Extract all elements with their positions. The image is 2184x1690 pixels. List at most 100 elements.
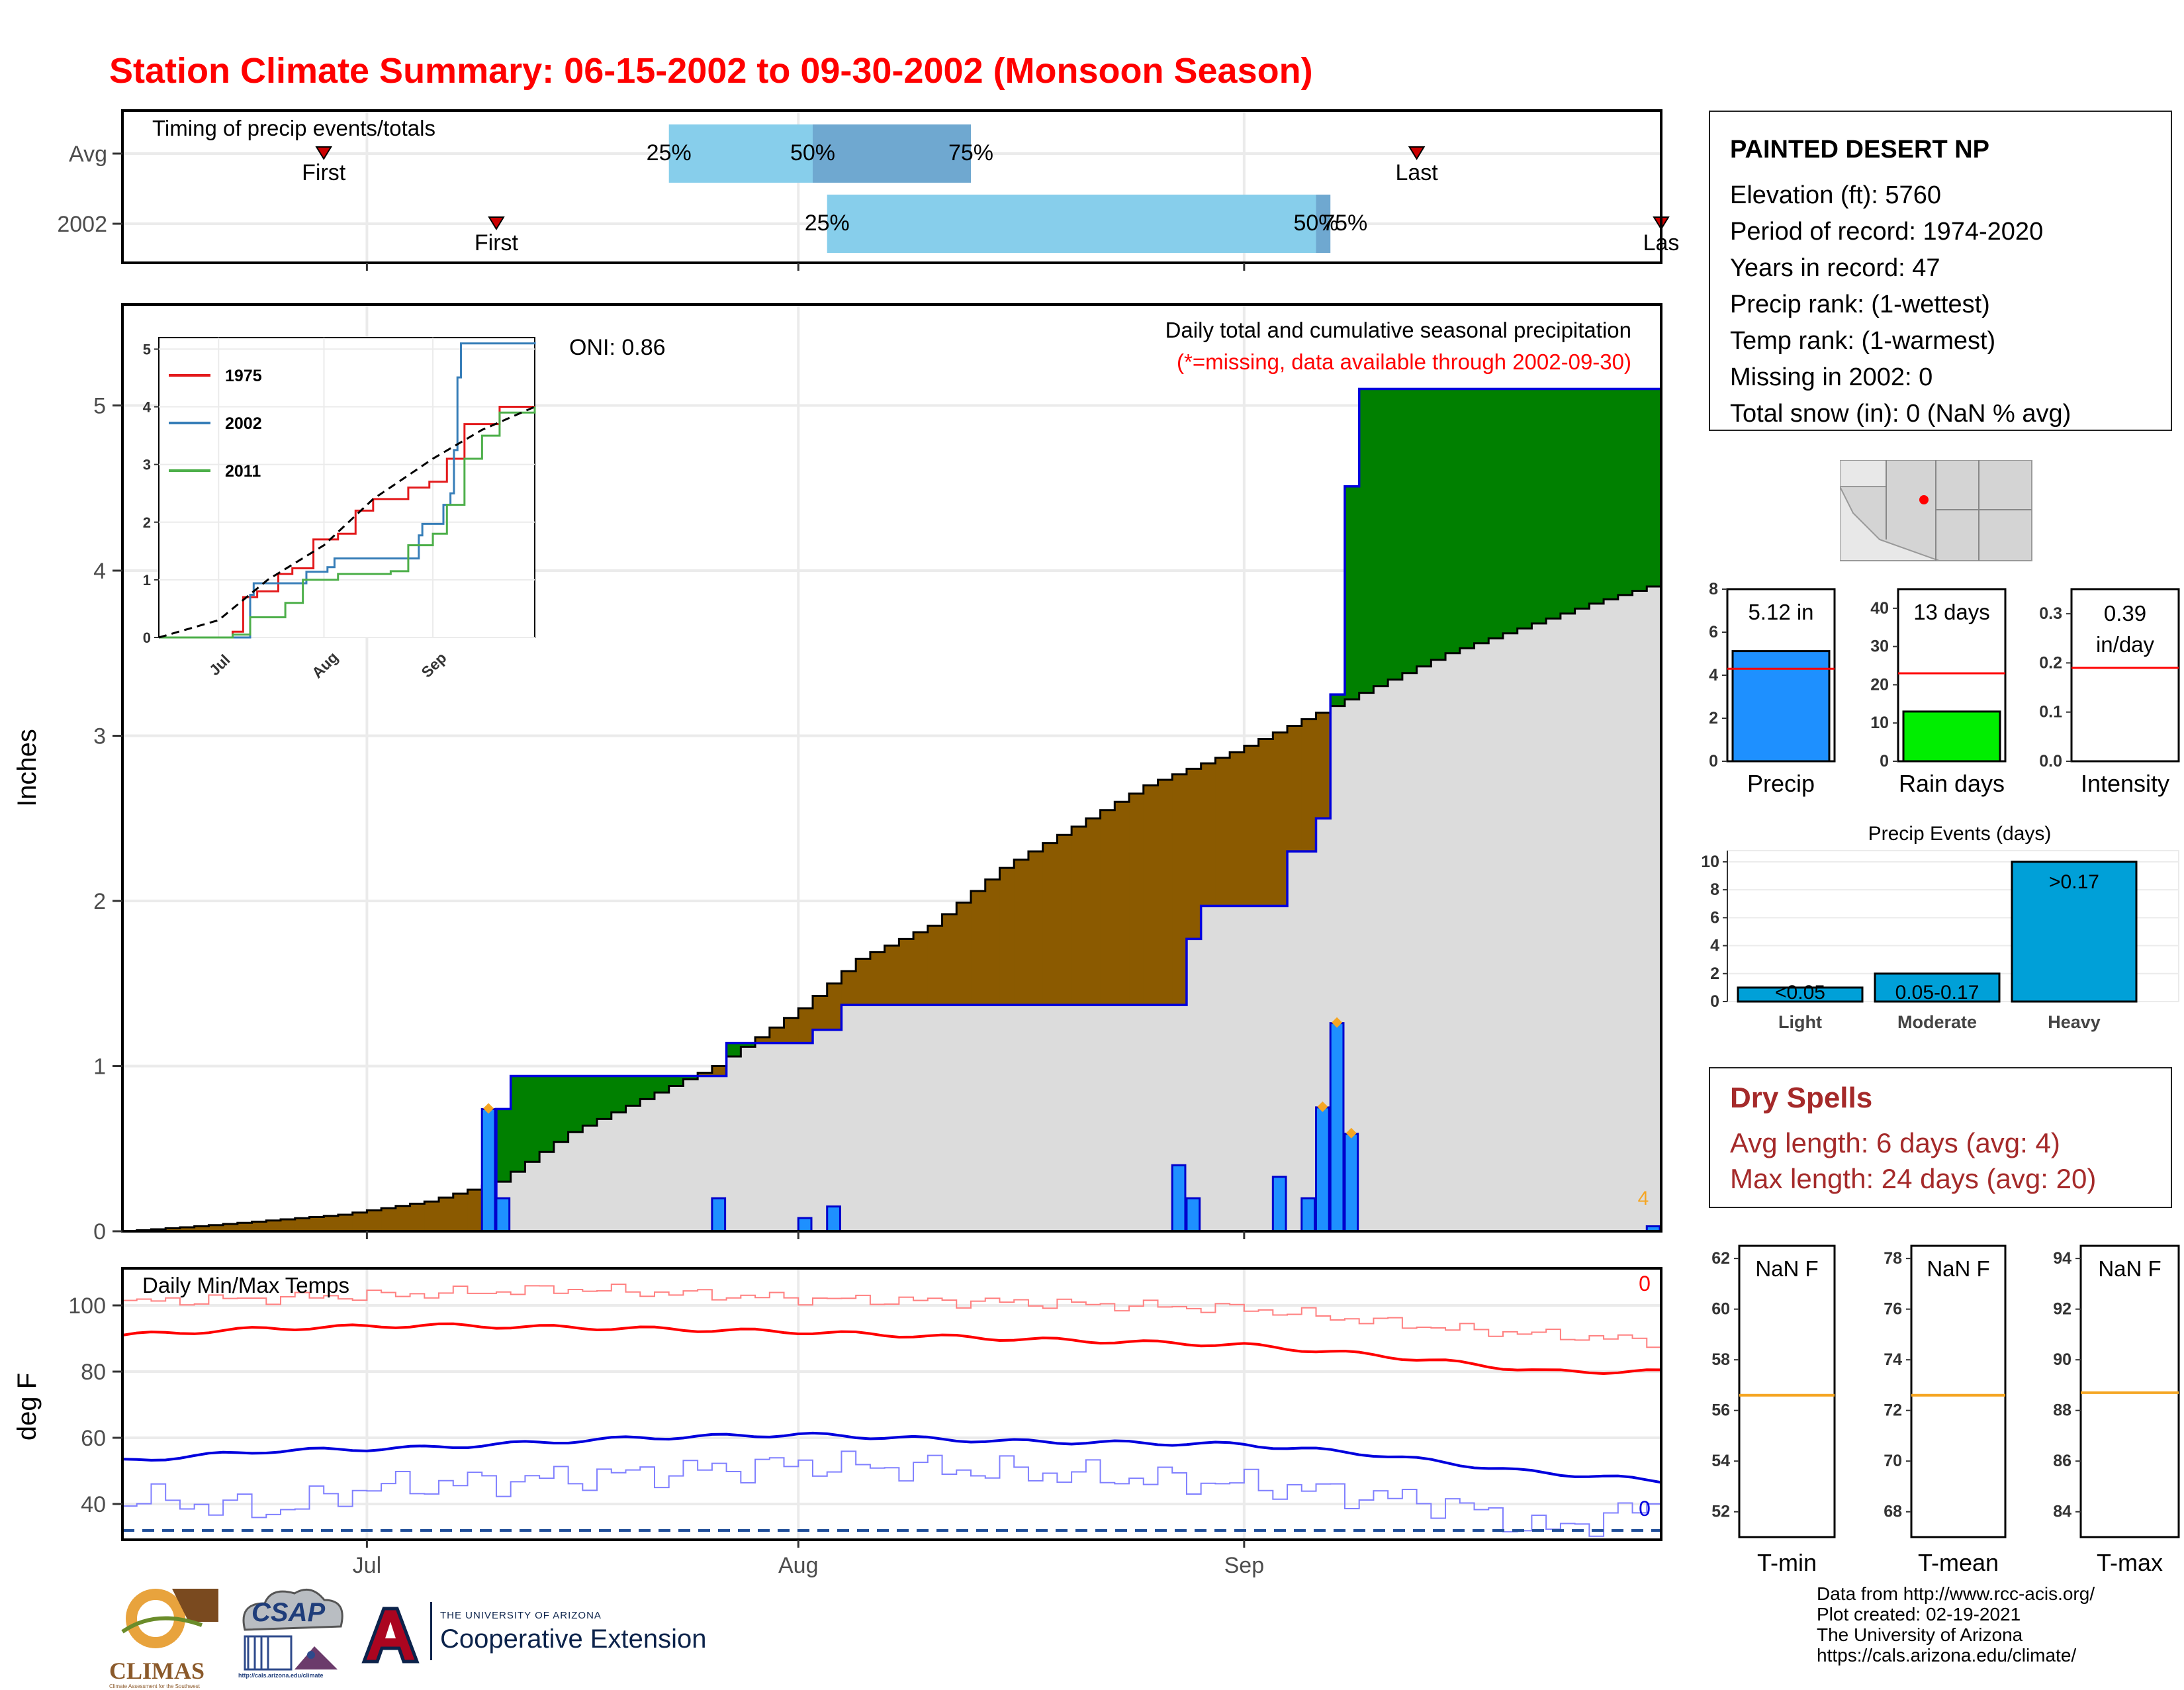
daily-precip-bar [797, 1217, 813, 1233]
temp-x-tick-label: Jul [353, 1553, 381, 1578]
temp-rank: Temp rank: (1-warmest) [1730, 327, 1996, 355]
event-bar-moderate [1874, 972, 2001, 1003]
total-snow: Total snow (in): 0 (NaN % avg) [1730, 400, 2071, 428]
temp-box-tick: 60 [1711, 1300, 1730, 1319]
surplus-area-segment [1632, 389, 1647, 591]
temp-boxes: 52 54 56 58 60 62 NaN F T-min 68 70 72 74 76 78 NaN F T… [1711, 1244, 2180, 1576]
deficit-area-segment [1014, 859, 1029, 1006]
deficit-area-segment [1158, 780, 1173, 1006]
cumulative-base-area [122, 586, 1661, 1231]
inset-line-1975 [159, 406, 535, 639]
deficit-area-segment [812, 996, 828, 1030]
surplus-area-segment [1604, 389, 1619, 600]
event-category-label: Heavy [2048, 1012, 2101, 1032]
temp-box-tick: 74 [1884, 1350, 1902, 1369]
deficit-area-segment [381, 1208, 396, 1231]
surplus-area-segment [1488, 389, 1504, 639]
temp-x-tick-label: Aug [778, 1553, 819, 1578]
climas-logo: CLIMAS Climate Assessment for the Southw… [109, 1582, 222, 1689]
credit-line-3: The University of Arizona [1817, 1624, 2023, 1645]
temp-box-tick: 78 [1884, 1249, 1902, 1268]
iqr-upper-bar [1316, 195, 1331, 253]
surplus-area-segment [1560, 389, 1576, 614]
heavy-precip-marker [483, 1103, 494, 1114]
daily-precip-bar [826, 1205, 841, 1233]
deficit-area-segment [798, 1008, 813, 1043]
daily-precip-bar [1315, 1106, 1330, 1233]
summary-bar-tick: 40 [1870, 599, 1889, 618]
deficit-area-segment [1129, 793, 1144, 1006]
temp-y-axis-label: deg F [13, 1373, 42, 1440]
elevation: Elevation (ft): 5760 [1730, 181, 1941, 209]
temp-box-tick: 72 [1884, 1401, 1902, 1420]
surplus-area-segment [741, 1043, 756, 1047]
deficit-area-segment [281, 1219, 296, 1231]
deficit-area-segment [1287, 726, 1302, 852]
deficit-area-segment [856, 959, 871, 1006]
event-bar-light [1737, 986, 1864, 1003]
deficit-area-segment [841, 971, 856, 1006]
period-of-record: Period of record: 1974-2020 [1730, 218, 2044, 246]
deficit-area-segment [395, 1205, 411, 1231]
y-tick-label: 3 [93, 724, 106, 749]
surplus-area-segment [1546, 389, 1561, 619]
temp-box-tick: 62 [1711, 1249, 1730, 1268]
climas-sun-icon [121, 1589, 218, 1648]
avg-min-line [122, 1431, 1662, 1484]
surplus-area-segment [1388, 389, 1403, 680]
pct-25-label: 25% [647, 140, 692, 165]
temp-box-tick: 84 [2053, 1503, 2071, 1521]
temp-box-tick: 68 [1884, 1503, 1902, 1521]
temp-box-tick: 92 [2053, 1300, 2071, 1319]
surplus-area-segment [1373, 389, 1388, 686]
deficit-area-segment [352, 1212, 367, 1231]
surplus-area-segment [1647, 389, 1662, 587]
summary-bars: 0 2 4 6 8 5.12 in Precip 0 10 20 30 40 13 days Rain d… [1709, 580, 2180, 797]
deficit-area-segment [208, 1225, 224, 1231]
station-location-marker [1919, 495, 1929, 504]
daily-precip-bar [480, 1107, 496, 1233]
deficit-area-segment [711, 1066, 727, 1076]
inset-y-tick: 3 [143, 457, 151, 473]
climas-subtitle: Climate Assessment for the Southwest [109, 1683, 200, 1689]
summary-bar-tick: 0.2 [2039, 653, 2062, 672]
deficit-area-segment [1042, 843, 1058, 1006]
deficit-area-segment [1085, 818, 1101, 1006]
daily-precip-bar [1329, 1022, 1345, 1233]
temp-box-tick: 54 [1711, 1452, 1730, 1470]
inset-y-tick: 2 [143, 514, 151, 531]
avg-cumulative-line [122, 582, 1662, 1233]
deficit-area-segment [1316, 712, 1331, 819]
surplus-area-segment [525, 1076, 540, 1162]
event-bar-label: 0.05-0.17 [1895, 982, 1979, 1004]
temp-title: Daily Min/Max Temps [142, 1273, 349, 1297]
event-bar-heavy [2011, 861, 2138, 1003]
summary-bar-label: Precip [1747, 770, 1815, 797]
iqr-lower-bar [827, 195, 1316, 253]
first-label: First [302, 160, 346, 185]
surplus-area-segment [568, 1076, 583, 1133]
deficit-area-segment [827, 983, 842, 1030]
surplus-area-segment [1531, 389, 1547, 624]
inset-legend-label: 2002 [225, 414, 262, 433]
deficit-area-segment [1258, 739, 1273, 906]
surplus-area-segment [611, 1076, 627, 1113]
temp-box-frame [1738, 1244, 1836, 1538]
surplus-area-segment [1344, 486, 1360, 700]
summary-bar-tick: 10 [1870, 714, 1889, 732]
credit-line-1: Data from http://www.rcc-acis.org/ [1817, 1583, 2095, 1604]
surplus-area-segment [1445, 389, 1461, 653]
precip-chart: 0 1 2 3 4 5 Inches ONI: 0.86 Daily total and cum… [13, 303, 1662, 1244]
surplus-area-segment [1574, 389, 1590, 609]
temp-box-value: NaN F [1755, 1256, 1818, 1281]
dry-spells-title: Dry Spells [1730, 1082, 1873, 1114]
iqr-upper-bar [812, 124, 972, 183]
last-event-marker [1408, 146, 1426, 160]
surplus-area-segment [1502, 389, 1518, 634]
temp-box-frame [1910, 1244, 2007, 1538]
heavy-precip-marker [1332, 1017, 1343, 1028]
first-event-marker [488, 216, 505, 230]
deficit-area-segment [295, 1218, 310, 1231]
temp-box-label: T-mean [1918, 1549, 1999, 1576]
deficit-area-segment [324, 1215, 339, 1231]
